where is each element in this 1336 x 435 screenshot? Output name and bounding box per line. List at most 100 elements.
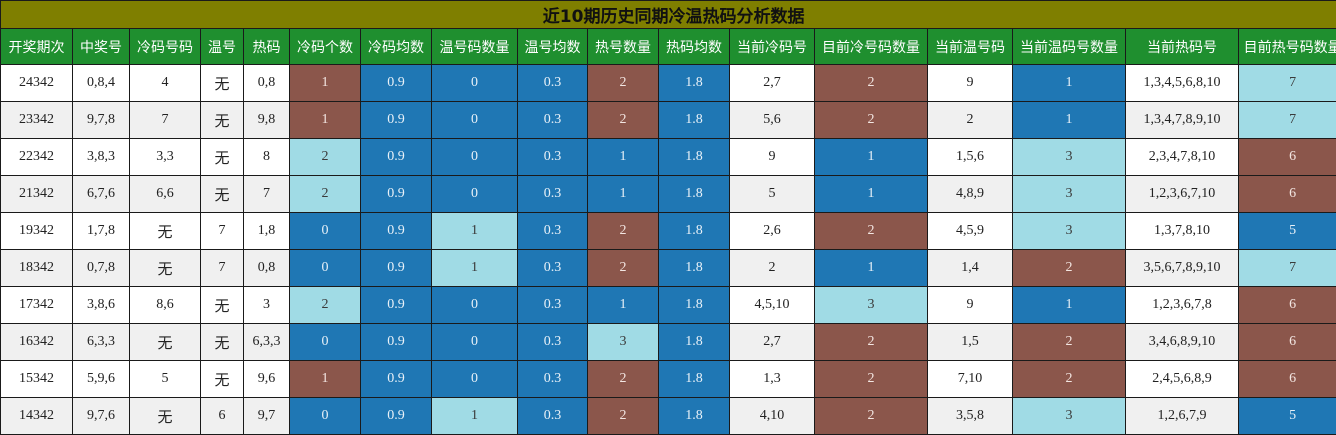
table-cell: 0 — [289, 249, 361, 287]
table-cell: 0,8 — [243, 249, 290, 287]
table-cell: 7 — [243, 175, 290, 213]
table-cell: 7 — [1237, 64, 1336, 102]
table-cell: 6 — [1237, 323, 1336, 361]
table-cell: 0.3 — [517, 212, 588, 250]
table-cell: 2 — [587, 101, 659, 139]
table-cell: 24342 — [0, 64, 73, 102]
table-cell: 2 — [814, 101, 928, 139]
table-cell: 0.3 — [517, 323, 588, 361]
table-cell: 无 — [129, 249, 201, 287]
table-title: 近10期历史同期冷温热码分析数据 — [0, 0, 1336, 29]
table-cell: 1,5,6 — [927, 138, 1013, 176]
table-cell: 1.8 — [658, 212, 730, 250]
table-cell: 6 — [1237, 286, 1336, 324]
table-cell: 16342 — [0, 323, 73, 361]
table-row: 24342 0,8,4 4 无 0,8 1 0.9 0 0.3 2 1.8 2,7 2 9 1 1,3,4,5… — [0, 64, 1336, 102]
table-cell: 1.8 — [658, 323, 730, 361]
table-cell: 1 — [1012, 101, 1126, 139]
table-cell: 1,7,8 — [72, 212, 130, 250]
table-cell: 0 — [431, 286, 518, 324]
table-row: 21342 6,7,6 6,6 无 7 2 0.9 0 0.3 1 1.8 5 1 4,8,9 3 1,2,3… — [0, 175, 1336, 213]
table-cell: 无 — [200, 64, 244, 102]
table-cell: 9,7 — [243, 397, 290, 435]
table-row: 22342 3,8,3 3,3 无 8 2 0.9 0 0.3 1 1.8 9 1 1,5,6 3 2,3,4… — [0, 138, 1336, 176]
table-cell: 5 — [729, 175, 815, 213]
table-cell: 2 — [587, 249, 659, 287]
table-cell: 6,3,3 — [72, 323, 130, 361]
table-cell: 1 — [587, 138, 659, 176]
table-row: 16342 6,3,3 无无 6,3,3 0 0.9 0 0.3 3 1.8 2,7 2 1,5 2 3,4… — [0, 323, 1336, 361]
table-cell: 17342 — [0, 286, 73, 324]
table-cell: 0 — [289, 397, 361, 435]
table-cell: 无 — [200, 175, 244, 213]
table-cell: 1 — [431, 397, 518, 435]
table-cell: 1 — [289, 101, 361, 139]
table-cell: 0,7,8 — [72, 249, 130, 287]
table-cell: 0 — [431, 323, 518, 361]
table-cell: 7,10 — [927, 360, 1013, 398]
table-cell: 0.3 — [517, 64, 588, 102]
table-cell: 8,6 — [129, 286, 201, 324]
table-cell: 2 — [729, 249, 815, 287]
table-cell: 19342 — [0, 212, 73, 250]
table-cell: 1.8 — [658, 397, 730, 435]
table-cell: 9,8 — [243, 101, 290, 139]
table-cell: 5 — [1237, 397, 1336, 435]
table-cell: 2 — [289, 138, 361, 176]
table-cell: 2,3,4,7,8,10 — [1125, 138, 1239, 176]
table-row: 18342 0,7,8 无 7 0,8 0 0.9 1 0.3 2 1.8 2 1 1,4 2 3,5,6,7… — [0, 249, 1336, 287]
table-cell: 9,6 — [243, 360, 290, 398]
table-cell: 3 — [243, 286, 290, 324]
table-cell: 2 — [1012, 249, 1126, 287]
table-cell: 1,4 — [927, 249, 1013, 287]
table-cell: 无 — [200, 360, 244, 398]
table-cell: 1 — [431, 249, 518, 287]
title-row: 近10期历史同期冷温热码分析数据 — [0, 0, 1336, 29]
table-cell: 3 — [1012, 212, 1126, 250]
table-cell: 无 — [129, 212, 201, 250]
table-cell: 1 — [431, 212, 518, 250]
table-cell: 1 — [289, 360, 361, 398]
table-cell: 1,2,6,7,9 — [1125, 397, 1239, 435]
table-cell: 2 — [814, 212, 928, 250]
table-cell: 5,9,6 — [72, 360, 130, 398]
table-cell: 23342 — [0, 101, 73, 139]
table-cell: 3,8,6 — [72, 286, 130, 324]
table-cell: 3 — [814, 286, 928, 324]
table-cell: 1 — [1012, 64, 1126, 102]
table-cell: 3,3 — [129, 138, 201, 176]
table-cell: 0,8 — [243, 64, 290, 102]
table-cell: 1,3,4,7,8,9,10 — [1125, 101, 1239, 139]
table-cell: 3 — [587, 323, 659, 361]
table-cell: 1,3,7,8,10 — [1125, 212, 1239, 250]
table-cell: 2 — [289, 175, 361, 213]
table-cell: 1.8 — [658, 138, 730, 176]
table-cell: 0.9 — [360, 101, 432, 139]
table-cell: 2 — [927, 101, 1013, 139]
table-cell: 1 — [289, 64, 361, 102]
table-cell: 0.9 — [360, 360, 432, 398]
table-cell: 7 — [129, 101, 201, 139]
table-cell: 6 — [1237, 360, 1336, 398]
table-cell: 2 — [814, 360, 928, 398]
table-cell: 1,8 — [243, 212, 290, 250]
column-header: 当前热码号 — [1125, 28, 1239, 65]
table-cell: 0.3 — [517, 249, 588, 287]
table-cell: 3,5,8 — [927, 397, 1013, 435]
table-cell: 2 — [814, 397, 928, 435]
table-cell: 0.3 — [517, 175, 588, 213]
table-cell: 1,5 — [927, 323, 1013, 361]
table-cell: 0.3 — [517, 360, 588, 398]
table-cell: 9 — [927, 64, 1013, 102]
table-cell: 4,8,9 — [927, 175, 1013, 213]
table-cell: 1.8 — [658, 64, 730, 102]
table-cell: 1.8 — [658, 175, 730, 213]
table-cell: 3,5,6,7,8,9,10 — [1125, 249, 1239, 287]
table-cell: 2 — [814, 323, 928, 361]
table-cell: 无 — [129, 323, 201, 361]
table-cell: 14342 — [0, 397, 73, 435]
table-cell: 15342 — [0, 360, 73, 398]
table-cell: 6 — [200, 397, 244, 435]
